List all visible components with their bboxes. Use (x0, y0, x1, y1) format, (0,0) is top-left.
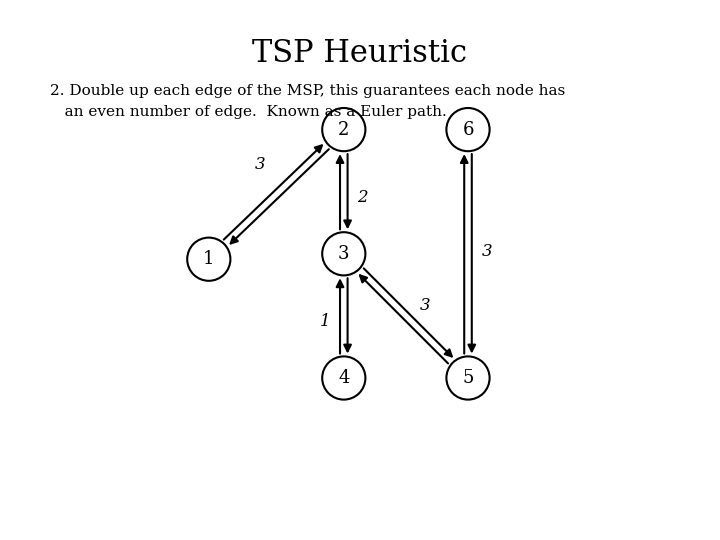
Circle shape (322, 356, 365, 400)
Circle shape (322, 108, 365, 151)
Circle shape (446, 108, 490, 151)
Text: 6: 6 (462, 120, 474, 139)
Text: TSP Heuristic: TSP Heuristic (253, 38, 467, 69)
Text: 3: 3 (420, 296, 430, 314)
Text: 3: 3 (482, 242, 492, 260)
Text: 3: 3 (338, 245, 349, 263)
Circle shape (187, 238, 230, 281)
Text: 2: 2 (338, 120, 349, 139)
Text: 1: 1 (320, 313, 330, 330)
Circle shape (322, 232, 365, 275)
Text: 5: 5 (462, 369, 474, 387)
Text: an even number of edge.  Known as a Euler path.: an even number of edge. Known as a Euler… (50, 105, 447, 119)
Text: 2. Double up each edge of the MSP, this guarantees each node has: 2. Double up each edge of the MSP, this … (50, 84, 566, 98)
Text: 4: 4 (338, 369, 349, 387)
Circle shape (446, 356, 490, 400)
Text: 2: 2 (357, 188, 368, 206)
Text: 3: 3 (255, 156, 266, 173)
Text: 1: 1 (203, 250, 215, 268)
